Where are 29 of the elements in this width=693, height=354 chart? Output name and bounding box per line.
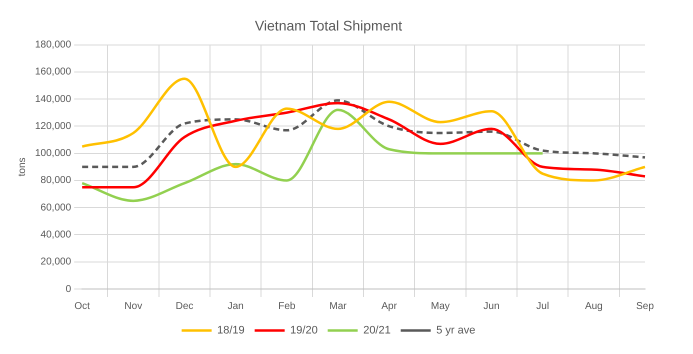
chart-title: Vietnam Total Shipment — [254, 17, 402, 34]
y-tick-label: 120,000 — [34, 120, 72, 132]
y-tick-label: 40,000 — [40, 229, 72, 240]
x-tick-label: Dec — [176, 300, 194, 312]
x-tick-label: Sep — [636, 300, 654, 312]
y-tick-label: 60,000 — [40, 202, 72, 214]
legend-label: 18/19 — [217, 324, 245, 337]
x-tick-label: Feb — [278, 300, 296, 312]
y-tick-label: 0 — [66, 284, 72, 295]
y-tick-label: 160,000 — [34, 66, 72, 78]
x-tick-label: Oct — [74, 300, 90, 312]
y-tick-label: 140,000 — [34, 94, 72, 105]
x-tick-label: Apr — [381, 300, 398, 312]
x-tick-label: Aug — [584, 300, 603, 312]
x-tick-label: Mar — [329, 300, 348, 312]
x-tick-label: Jul — [536, 300, 550, 312]
legend-label: 5 yr ave — [436, 324, 476, 337]
x-tick-label: May — [430, 300, 450, 312]
y-axis-title: tons — [16, 157, 28, 176]
y-tick-label: 100,000 — [34, 148, 72, 160]
y-tick-label: 80,000 — [40, 175, 72, 186]
legend-label: 19/20 — [290, 324, 318, 337]
x-tick-label: Jan — [228, 300, 244, 312]
line-series — [80, 108, 544, 202]
y-tick-label: 20,000 — [40, 256, 72, 268]
y-tick-label: 180,000 — [34, 40, 72, 51]
x-tick-label: Nov — [124, 300, 142, 312]
legend-label: 20/21 — [363, 324, 391, 337]
x-tick-label: Jun — [483, 300, 500, 312]
